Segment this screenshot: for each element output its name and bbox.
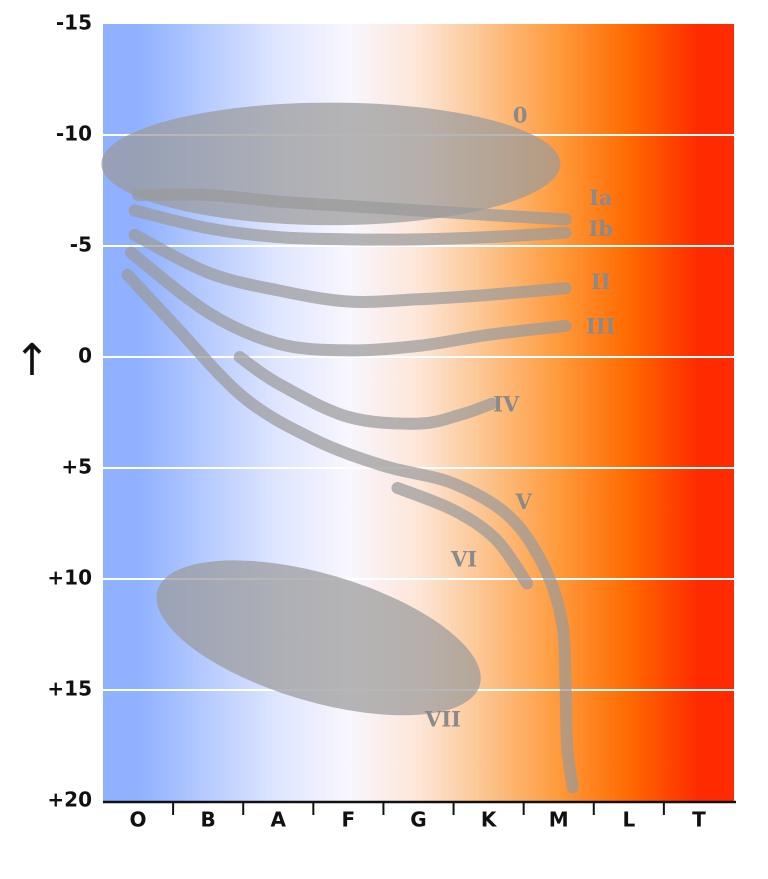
class-ia-label: Ia	[589, 185, 613, 210]
x-tick-label-a: A	[271, 808, 287, 832]
x-tick-label-b: B	[201, 808, 216, 832]
y-tick-label: +15	[47, 677, 92, 701]
luminosity-bands	[101, 102, 579, 794]
y-tick-label: +20	[47, 788, 92, 812]
class-ii-band	[128, 228, 572, 308]
y-tick-label: -15	[56, 11, 92, 35]
class-ib-label: Ib	[589, 216, 614, 241]
x-tick-label-l: L	[622, 808, 635, 832]
y-axis-arrow-label: ↑	[14, 335, 51, 386]
class-iv-label: IV	[493, 391, 520, 416]
y-tick-label: -10	[56, 122, 92, 146]
axes	[103, 800, 736, 815]
class-ia-band	[132, 188, 572, 226]
y-tick-label: +5	[61, 455, 92, 479]
y-tick-label: -5	[70, 233, 92, 257]
x-tick-label-g: G	[410, 808, 426, 832]
class-0-label: 0	[513, 103, 528, 128]
x-tick-label-t: T	[692, 808, 706, 832]
class-vii-region	[156, 560, 481, 716]
y-tick-label: 0	[78, 344, 92, 368]
class-ib-band	[128, 204, 572, 246]
x-tick-label-o: O	[130, 808, 147, 832]
x-tick-label-f: F	[342, 808, 356, 832]
class-vii-label: VII	[424, 707, 461, 732]
x-tick-label-m: M	[549, 808, 569, 832]
class-v-label: V	[515, 489, 533, 514]
y-tick-labels: -15 -10 -5 0 +5 +10 +15 +20	[47, 11, 92, 812]
class-v-band	[121, 268, 579, 794]
class-iv-band	[233, 351, 499, 430]
class-ii-label: II	[591, 269, 611, 294]
class-iii-band	[125, 246, 572, 357]
class-iii-label: III	[586, 314, 615, 339]
y-tick-label: +10	[47, 566, 92, 590]
x-tick-label-k: K	[481, 808, 498, 832]
class-vi-band	[391, 481, 534, 590]
class-vi-label: VI	[450, 547, 477, 572]
